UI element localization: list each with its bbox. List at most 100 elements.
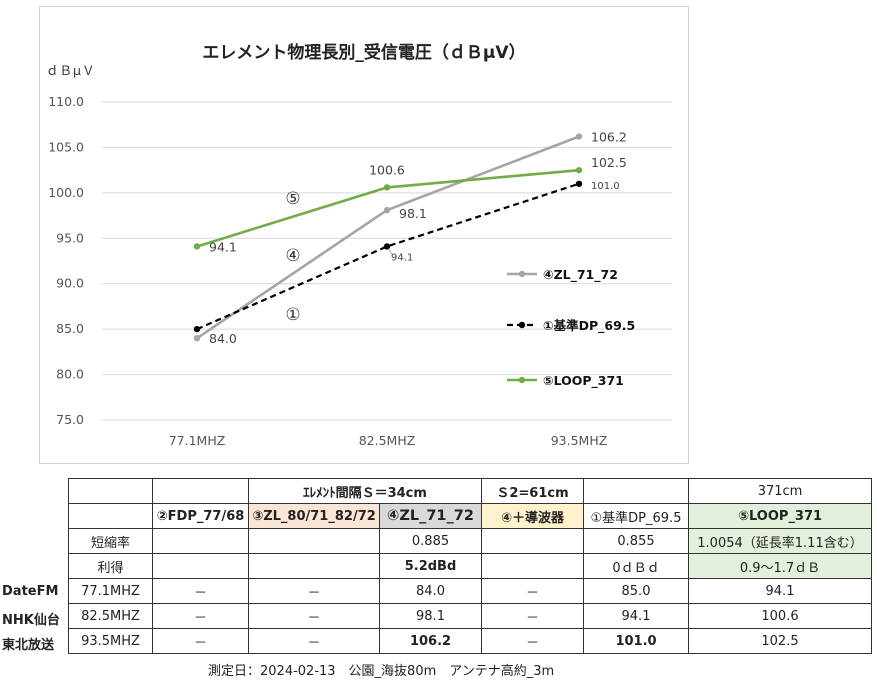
data-label: 102.5 <box>591 155 627 170</box>
y-tick-label: 80.0 <box>56 367 84 382</box>
value-cell: 84.0 <box>379 578 482 604</box>
gain-zl: 5.2dBd <box>379 553 482 579</box>
station-label-datefm: DateFM <box>2 584 59 599</box>
table-cell <box>481 528 584 554</box>
series-line <box>196 182 580 331</box>
value-cell: － <box>481 578 584 604</box>
loop-size-header: 371cm <box>688 478 872 504</box>
data-point <box>383 206 391 214</box>
value-cell: 101.0 <box>583 628 689 654</box>
y-tick-label: 75.0 <box>56 412 84 427</box>
freq-cell: 93.5MHZ <box>68 628 153 654</box>
value-cell: － <box>248 603 380 629</box>
y-tick-label: 85.0 <box>56 321 84 336</box>
station-label-tbc: 東北放送 <box>2 638 55 653</box>
series-annotation: ④ <box>285 246 300 266</box>
col-loop: ⑤LOOP_371 <box>688 503 872 529</box>
table-header-row-1: ｴﾚﾒﾝﾄ間隔Ｓ＝34cm Ｓ2=61cm 371cm <box>68 478 872 504</box>
value-cell: － <box>248 578 380 604</box>
x-tick-label: 77.1MHZ <box>169 433 226 448</box>
element-spacing-header: ｴﾚﾒﾝﾄ間隔Ｓ＝34cm <box>248 478 482 504</box>
col-zl80: ③ZL_80/71_82/72 <box>248 503 380 529</box>
data-point <box>383 243 391 250</box>
legend-marker <box>518 270 526 278</box>
s2-spacing-header: Ｓ2=61cm <box>481 478 584 504</box>
legend-marker <box>518 321 526 329</box>
col-fdp: ②FDP_77/68 <box>152 503 249 529</box>
y-tick-label: 100.0 <box>48 185 84 200</box>
legend-label: ⑤LOOP_371 <box>543 373 624 389</box>
shortening-loop: 1.0054（延長率1.11含む） <box>688 528 872 554</box>
value-cell: － <box>152 603 249 629</box>
data-point <box>193 335 201 342</box>
value-cell: － <box>481 628 584 654</box>
label-leader <box>387 248 393 255</box>
data-label: 98.1 <box>399 206 427 221</box>
data-label: 94.1 <box>209 239 237 254</box>
table-row: 77.1MHZ － － 84.0 － 85.0 94.1 <box>68 578 872 604</box>
value-cell: － <box>152 628 249 654</box>
table-cell <box>583 478 689 504</box>
gain-label: 利得 <box>68 553 153 579</box>
table-cell <box>68 503 153 529</box>
table-cell <box>248 528 380 554</box>
chart-area: エレメント物理長別_受信電圧（ｄＢμV） ｄＢμＶ 75.0 80.0 85.0 90… <box>39 6 689 464</box>
table-cell <box>152 553 249 579</box>
shortening-zl: 0.885 <box>379 528 482 554</box>
col-director: ④＋導波器 <box>481 503 584 529</box>
value-cell: 102.5 <box>688 628 872 654</box>
measurement-footer: 測定日：2024-02-13 公園_海抜80m アンテナ高約_3m <box>208 664 555 679</box>
data-label: 106.2 <box>591 130 627 145</box>
value-cell: － <box>248 628 380 654</box>
gain-dp: 0ｄＢｄ <box>583 553 689 579</box>
y-tick-label: 95.0 <box>56 230 84 245</box>
chart-title: エレメント物理長別_受信電圧（ｄＢμV） <box>202 42 525 63</box>
data-point <box>575 133 583 140</box>
value-cell: － <box>481 603 584 629</box>
shortening-label: 短縮率 <box>68 528 153 554</box>
series-annotation: ① <box>285 305 300 325</box>
table-cell <box>152 478 249 504</box>
data-point <box>575 166 583 174</box>
x-tick-label: 93.5MHZ <box>551 433 608 448</box>
y-tick-label: 105.0 <box>48 139 84 154</box>
table-cell <box>68 478 153 504</box>
table-cell <box>481 553 584 579</box>
y-tick-label: 110.0 <box>48 94 84 109</box>
legend-label: ④ZL_71_72 <box>543 267 618 283</box>
y-tick-label: 90.0 <box>56 276 84 291</box>
table-cell <box>152 528 249 554</box>
value-cell: 98.1 <box>379 603 482 629</box>
data-label: 101.0 <box>591 181 620 192</box>
freq-cell: 77.1MHZ <box>68 578 153 604</box>
data-point <box>575 180 583 187</box>
value-cell: 106.2 <box>379 628 482 654</box>
data-point <box>193 243 201 250</box>
col-zl71: ④ZL_71_72 <box>379 503 482 529</box>
table-row-shortening: 短縮率 0.885 0.855 1.0054（延長率1.11含む） <box>68 528 872 554</box>
table-cell <box>248 553 380 579</box>
data-label: 100.6 <box>369 162 405 177</box>
data-point <box>193 325 201 333</box>
value-cell: 94.1 <box>583 603 689 629</box>
data-point <box>383 184 391 191</box>
data-label: 94.1 <box>391 252 413 263</box>
series-annotation: ⑤ <box>285 189 300 209</box>
measurement-table: ｴﾚﾒﾝﾄ間隔Ｓ＝34cm Ｓ2=61cm 371cm ②FDP_77/68 ③… <box>68 478 872 654</box>
station-label-nhk: NHK仙台 <box>2 613 60 628</box>
line-chart: エレメント物理長別_受信電圧（ｄＢμV） ｄＢμＶ 75.0 80.0 85.0 90… <box>46 42 672 448</box>
table-row: 93.5MHZ － － 106.2 － 101.0 102.5 <box>68 628 872 654</box>
table-header-row-2: ②FDP_77/68 ③ZL_80/71_82/72 ④ZL_71_72 ④＋導… <box>68 503 872 529</box>
value-cell: － <box>152 578 249 604</box>
value-cell: 100.6 <box>688 603 872 629</box>
gain-loop: 0.9～1.7ｄＢ <box>688 553 872 579</box>
table-row: 82.5MHZ － － 98.1 － 94.1 100.6 <box>68 603 872 629</box>
shortening-dp: 0.855 <box>583 528 689 554</box>
data-label: 84.0 <box>209 331 237 346</box>
value-cell: 94.1 <box>688 578 872 604</box>
x-tick-label: 82.5MHZ <box>359 433 416 448</box>
legend-marker <box>518 376 526 384</box>
freq-cell: 82.5MHZ <box>68 603 153 629</box>
table-row-gain: 利得 5.2dBd 0ｄＢｄ 0.9～1.7ｄＢ <box>68 553 872 579</box>
col-dp: ①基準DP_69.5 <box>583 503 689 529</box>
